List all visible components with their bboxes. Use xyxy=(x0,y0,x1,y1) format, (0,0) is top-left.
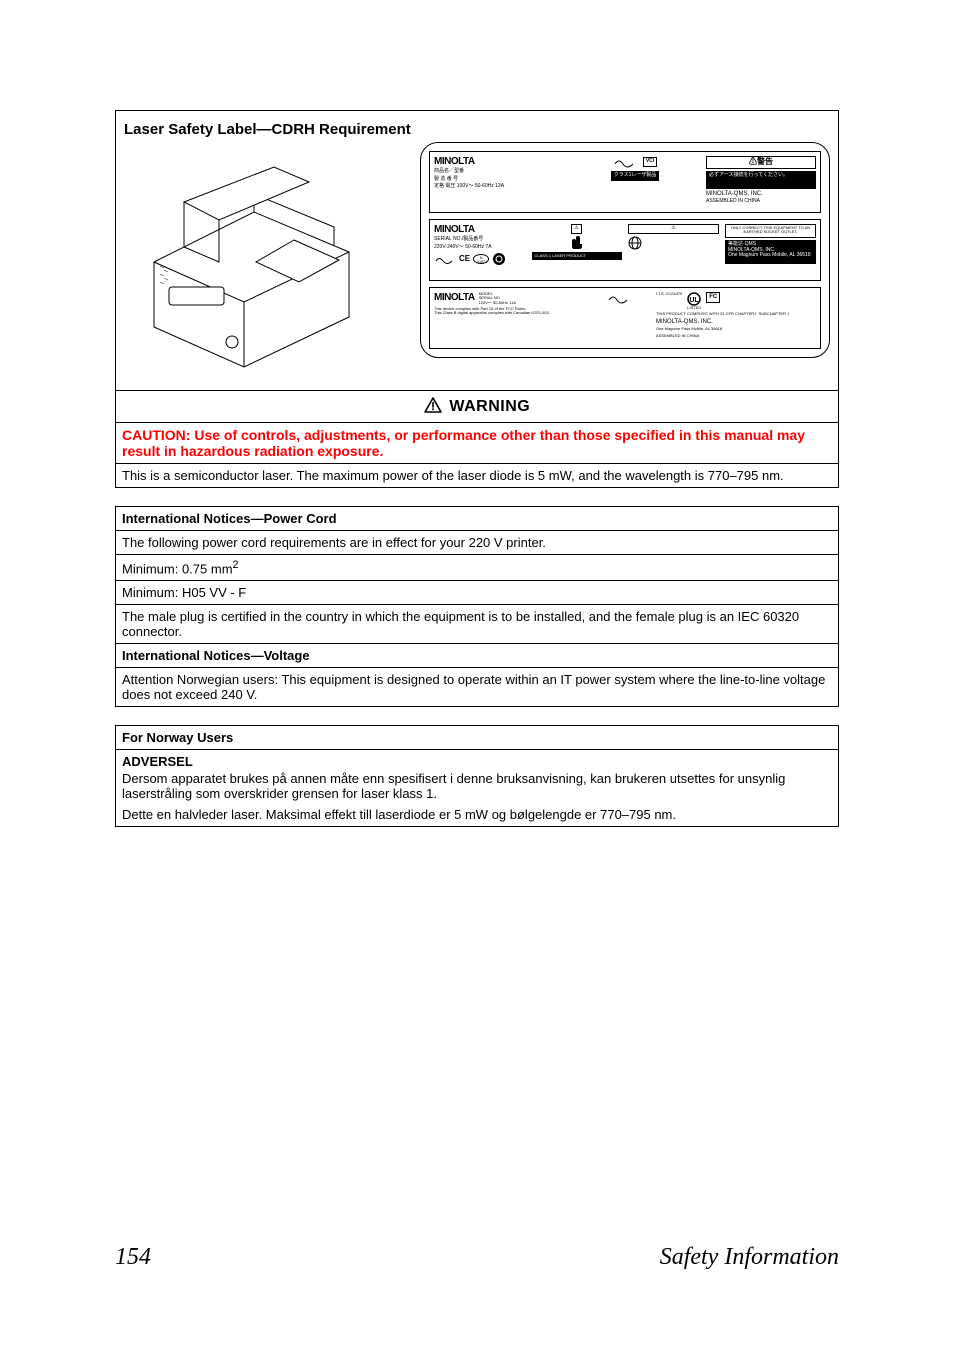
signature-icon-3 xyxy=(607,292,633,304)
globe-icon xyxy=(628,236,642,250)
volts-3: 120V～ 50-60Hz 11A xyxy=(479,301,517,305)
page-footer: 154 Safety Information xyxy=(115,1244,839,1271)
compliance-label-1: MINOLTA 商品名／型番 製 造 番 号 定格 電圧 100V～ 50-60… xyxy=(429,151,821,213)
class1-block: CLASS 1 LASER PRODUCT xyxy=(532,252,622,260)
brand-logo-3: MINOLTA xyxy=(434,292,475,303)
compliance-label-2: MINOLTA SERIAL NO./製品番号 220V-240V～ 50-60… xyxy=(429,219,821,281)
ite-mark: I.T.E. E124379 xyxy=(656,292,682,296)
norway-body: ADVERSEL Dersom apparatet brukes på anne… xyxy=(116,750,839,827)
warning-row: WARNING xyxy=(116,391,839,423)
ul-icon: UL xyxy=(685,292,703,306)
mfr-3: MINOLTA-QMS, INC. xyxy=(656,319,816,326)
content: Laser Safety Label—CDRH Requirement xyxy=(115,110,839,1244)
brand-logo-2: MINOLTA xyxy=(434,224,475,235)
signature-icon-2 xyxy=(434,254,456,264)
serial-jp-label: 製 造 番 号 xyxy=(434,177,564,183)
serial-label: SERIAL NO./製品番号 xyxy=(434,237,525,243)
norway-p2: Dette en halvleder laser. Maksimal effek… xyxy=(122,807,832,822)
laser-note-row: This is a semiconductor laser. The maxim… xyxy=(116,464,839,488)
mfr-addr-2: One Magnum Pass Mobile, AL 36618 xyxy=(728,253,813,259)
intl-min-type: Minimum: H05 VV - F xyxy=(116,581,839,605)
mfr-1: MINOLTA-QMS, INC. xyxy=(706,191,816,198)
assembled-3: ASSEMBLED IN CHINA xyxy=(656,334,816,338)
intl-power-title: International Notices—Power Cord xyxy=(116,507,839,531)
intl-voltage: Attention Norwegian users: This equipmen… xyxy=(116,668,839,707)
figure-wrap: MINOLTA 商品名／型番 製 造 番 号 定格 電圧 100V～ 50-60… xyxy=(124,138,830,382)
caution-lead: CAUTION: xyxy=(122,427,190,443)
printer-illustration xyxy=(124,142,374,372)
fcc-mark: FC xyxy=(706,292,720,303)
hand-icon xyxy=(569,236,585,250)
footer-title: Safety Information xyxy=(660,1244,839,1271)
caution-row: CAUTION: Use of controls, adjustments, o… xyxy=(116,423,839,464)
intl-plug: The male plug is certified in the countr… xyxy=(116,605,839,644)
n-mark: N 10571 xyxy=(473,254,489,264)
assembled-1: ASSEMBLED IN CHINA xyxy=(706,199,816,205)
signature-icon xyxy=(613,156,639,168)
ce-mark: CE xyxy=(459,255,470,264)
printer-svg xyxy=(124,142,374,372)
norway-box: For Norway Users ADVERSEL Dersom apparat… xyxy=(115,725,839,827)
intl-box: International Notices—Power Cord The fol… xyxy=(115,506,839,707)
jp-ground-text: 必ずアース接続を行ってください。 xyxy=(706,171,816,189)
ices-line: This Class B digital apparatus complies … xyxy=(434,311,584,315)
jp-warning: ⚠警告 xyxy=(706,156,816,169)
norway-subtitle: ADVERSEL xyxy=(122,754,832,769)
recycle-icon xyxy=(492,252,506,266)
intl-power-intro: The following power cord requirements ar… xyxy=(116,531,839,555)
compliance-labels: MINOLTA 商品名／型番 製 造 番 号 定格 電圧 100V～ 50-60… xyxy=(420,142,830,358)
caution-rest: Use of controls, adjustments, or perform… xyxy=(122,427,805,459)
intl-min-area: Minimum: 0.75 mm2 xyxy=(116,555,839,581)
page-number: 154 xyxy=(115,1244,151,1271)
volts-2: 220V-240V～ 50-60Hz 7A xyxy=(434,245,525,251)
laser-title: Laser Safety Label—CDRH Requirement xyxy=(124,121,830,138)
norway-title: For Norway Users xyxy=(116,726,839,750)
intl-min-area-pre: Minimum: 0.75 mm xyxy=(122,561,233,576)
vcci-mark: VCI xyxy=(643,157,657,167)
warning-triangle-icon xyxy=(424,397,442,413)
ul-listed: LISTED xyxy=(685,306,703,310)
intl-min-area-sup: 2 xyxy=(233,559,239,571)
warn-triangle-2: ⚠ xyxy=(628,224,719,234)
cfr-line: THIS PRODUCT COMPLIES WITH 21 CFR CHAPTE… xyxy=(656,312,816,316)
intl-voltage-title: International Notices—Voltage xyxy=(116,644,839,668)
brand-logo: MINOLTA xyxy=(434,156,475,167)
norway-p1: Dersom apparatet brukes på annen måte en… xyxy=(122,771,832,801)
mfr-addr-3: One Magnum Pass Mobile, AL 36618 xyxy=(656,327,816,331)
svg-text:UL: UL xyxy=(690,297,700,304)
product-name-label: 商品名／型番 xyxy=(434,169,564,175)
volts-1: 定格 電圧 100V～ 50-60Hz 13A xyxy=(434,184,564,190)
page: Laser Safety Label—CDRH Requirement xyxy=(0,0,954,1351)
laser-figure-cell: Laser Safety Label—CDRH Requirement xyxy=(116,111,839,391)
compliance-label-3: MINOLTA MODEL SERIAL NO. 120V～ 50-60Hz 1… xyxy=(429,287,821,349)
earth-notice: ONLY CONNECT THIS EQUIPMENT TO AN EARTHE… xyxy=(725,224,816,238)
jp-laser-class: クラス1レーザ製品 xyxy=(611,171,660,181)
warning-word: WARNING xyxy=(449,398,530,415)
warn-triangle-1: ⚠ xyxy=(571,224,581,234)
laser-safety-box: Laser Safety Label—CDRH Requirement xyxy=(115,110,839,488)
